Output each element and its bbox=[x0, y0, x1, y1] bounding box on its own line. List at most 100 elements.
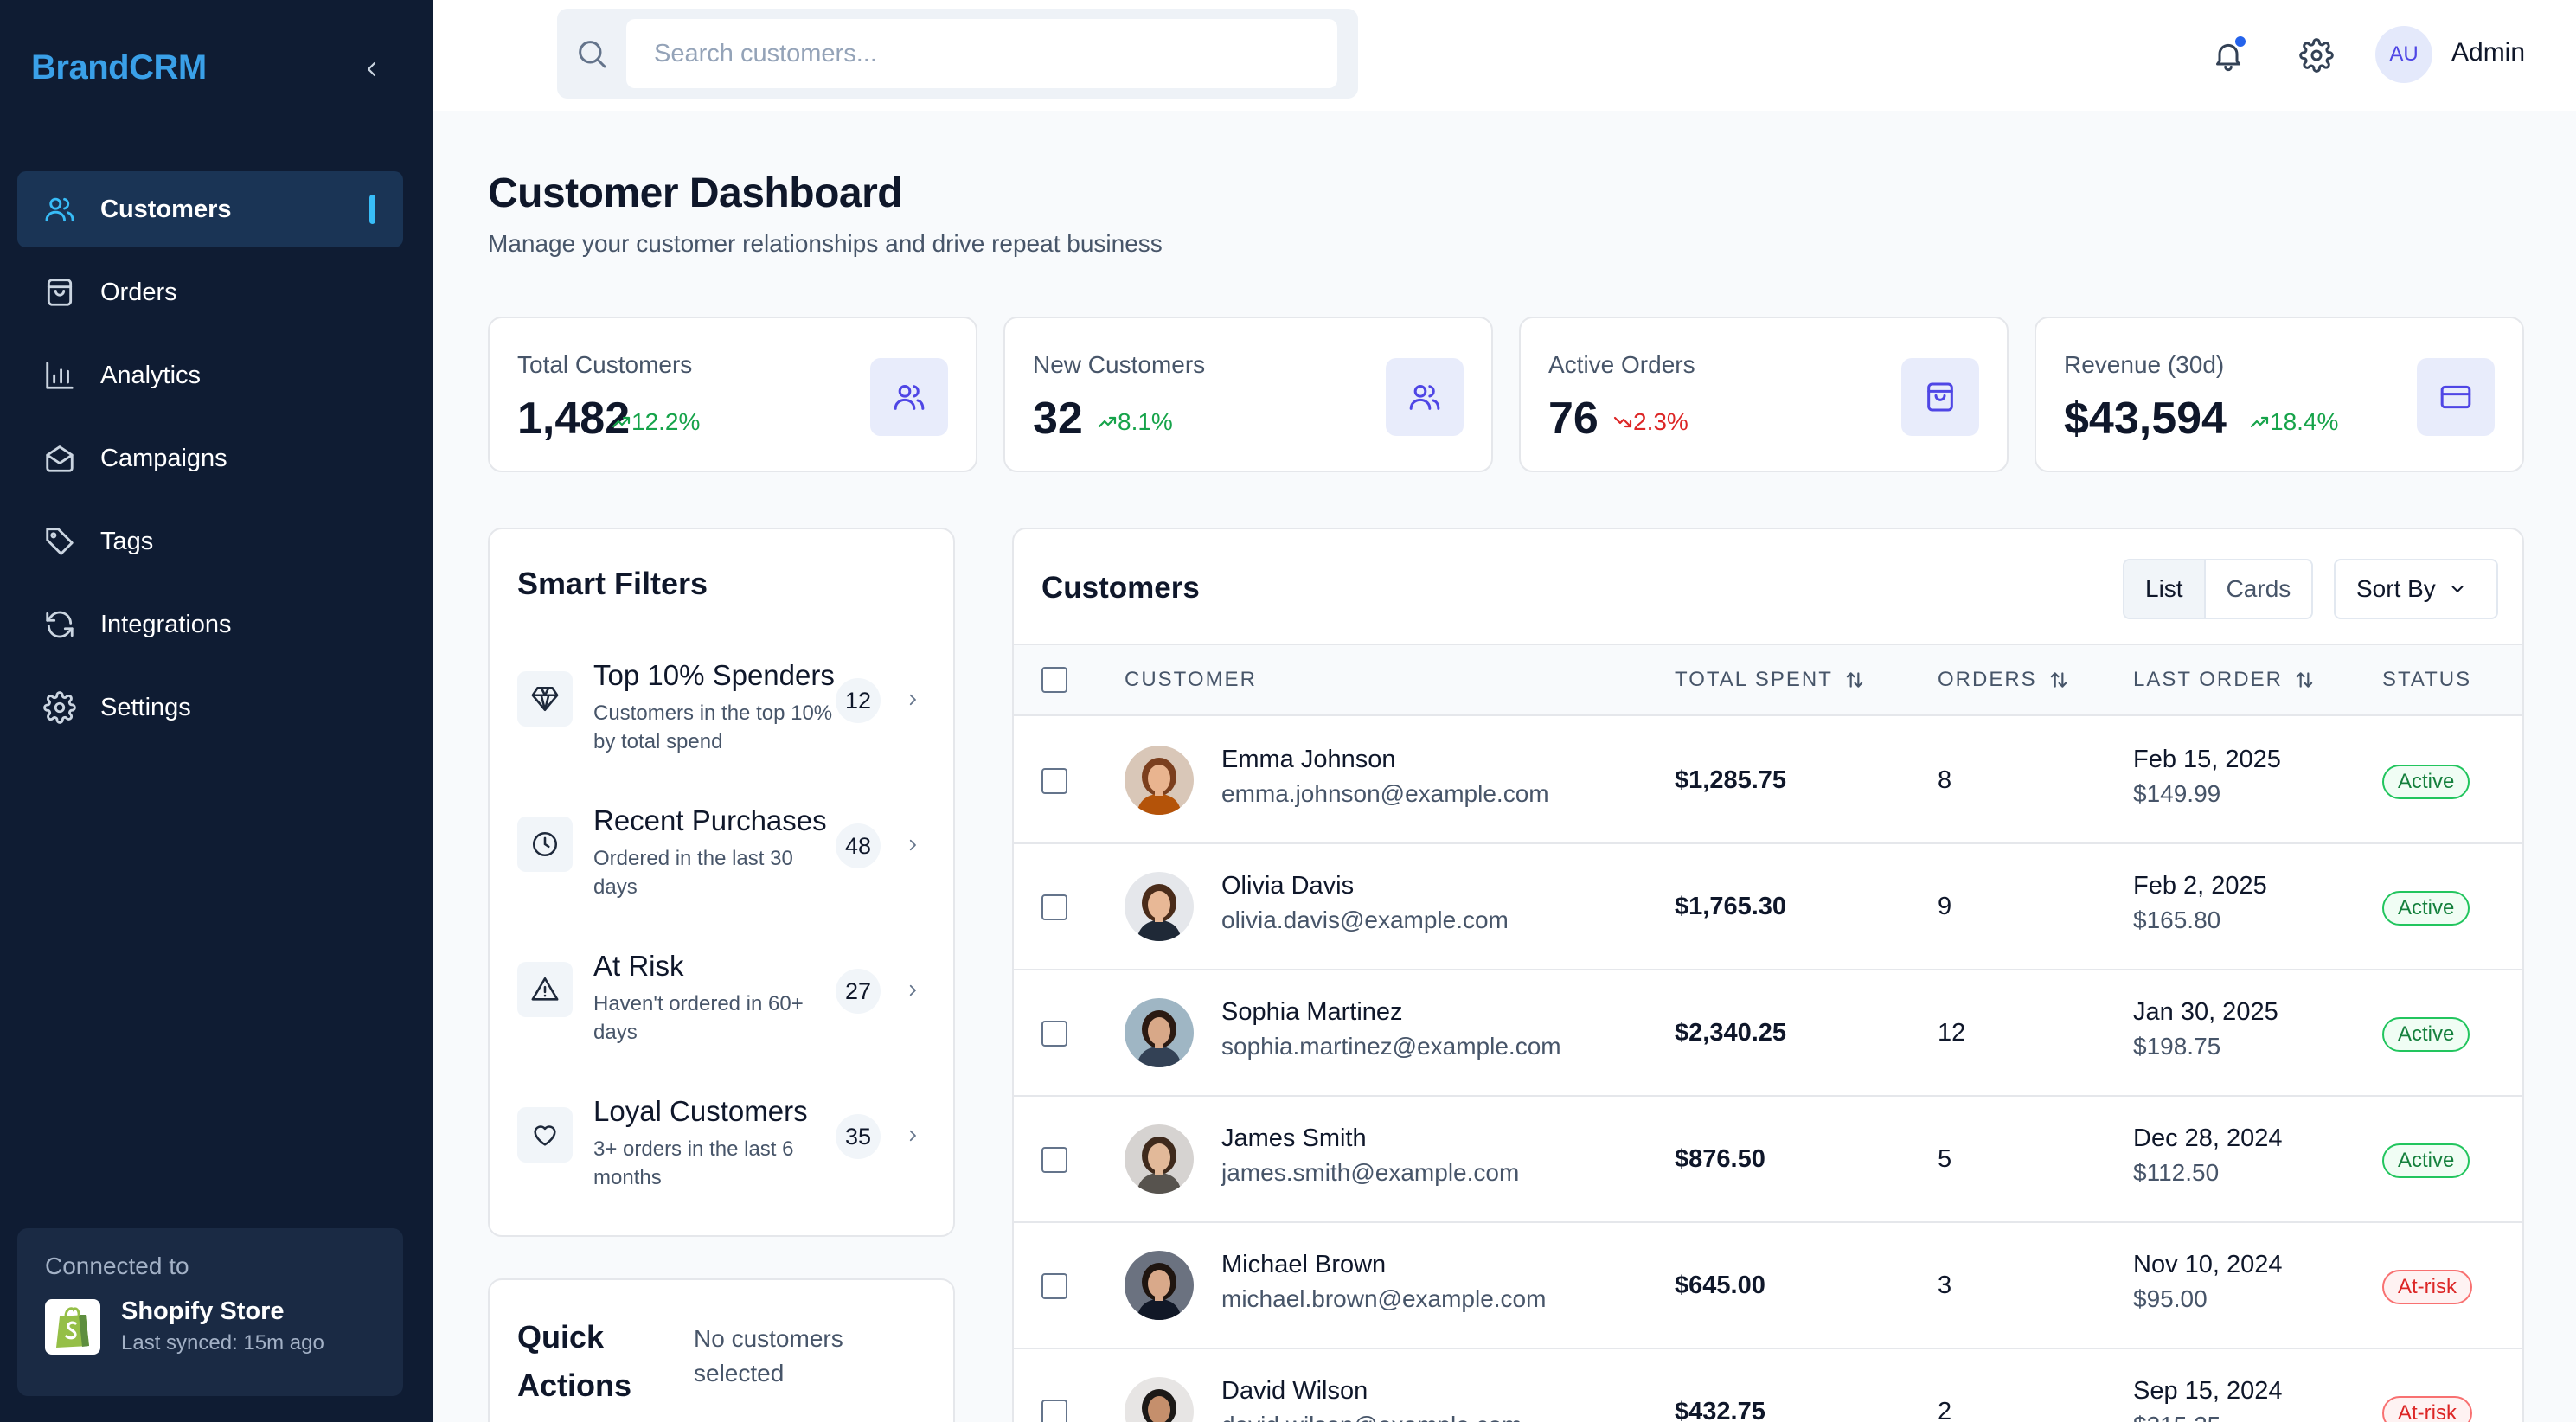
last-order-amount: $149.99 bbox=[2133, 780, 2221, 807]
customer-name[interactable]: Sophia Martinez bbox=[1221, 998, 1403, 1026]
last-order-amount: $165.80 bbox=[2133, 906, 2221, 933]
connected-label: Connected to bbox=[45, 1252, 189, 1279]
last-order-amount: $215.25 bbox=[2133, 1412, 2220, 1422]
last-order-date: Sep 15, 2024 bbox=[2133, 1377, 2283, 1405]
order-count: 8 bbox=[1938, 766, 1952, 794]
filter-at-risk[interactable]: At Risk Haven't ordered in 60+ days 27 bbox=[517, 950, 929, 1062]
last-order-amount: $95.00 bbox=[2133, 1285, 2208, 1312]
row-checkbox[interactable] bbox=[1041, 1400, 1067, 1422]
order-count: 9 bbox=[1938, 893, 1952, 920]
stat-value: 32 bbox=[1033, 394, 1083, 444]
column-header-label: TOTAL SPENT bbox=[1675, 668, 1833, 691]
search-icon bbox=[574, 36, 609, 71]
filter-top-spenders[interactable]: Top 10% Spenders Customers in the top 10… bbox=[517, 659, 929, 772]
table-row[interactable]: Emma Johnson emma.johnson@example.com $1,2… bbox=[1014, 718, 2522, 844]
column-header-label: LAST ORDER bbox=[2133, 668, 2283, 691]
customer-email: david.wilson@example.com bbox=[1221, 1412, 1522, 1422]
order-count: 5 bbox=[1938, 1145, 1952, 1173]
filter-recent-purchases[interactable]: Recent Purchases Ordered in the last 30 … bbox=[517, 804, 929, 917]
row-checkbox[interactable] bbox=[1041, 894, 1067, 920]
quick-actions-panel: Quick Actions No customers selected bbox=[488, 1278, 955, 1422]
sidebar-item-integrations[interactable]: Integrations bbox=[17, 586, 403, 663]
sidebar-item-customers[interactable]: Customers bbox=[17, 171, 403, 247]
sort-icon bbox=[2050, 672, 2067, 688]
clock-icon bbox=[517, 817, 573, 872]
sort-by-dropdown[interactable]: Sort By bbox=[2334, 559, 2498, 619]
filter-loyal-customers[interactable]: Loyal Customers 3+ orders in the last 6 … bbox=[517, 1095, 929, 1207]
sidebar-item-orders[interactable]: Orders bbox=[17, 254, 403, 330]
page-title: Customer Dashboard bbox=[488, 170, 903, 216]
quick-actions-note: No customers selected bbox=[694, 1325, 843, 1387]
stat-value: 1,482 bbox=[517, 394, 631, 444]
column-header-total-spent[interactable]: TOTAL SPENT bbox=[1675, 668, 1866, 692]
user-name[interactable]: Admin bbox=[2451, 38, 2526, 67]
stat-label: Active Orders bbox=[1548, 351, 1695, 378]
stat-change-value: 8.1% bbox=[1118, 408, 1173, 435]
customer-email: emma.johnson@example.com bbox=[1221, 780, 1549, 807]
diamond-icon bbox=[517, 671, 573, 727]
gear-icon bbox=[2299, 38, 2334, 73]
row-checkbox[interactable] bbox=[1041, 768, 1067, 794]
view-cards-button[interactable]: Cards bbox=[2203, 560, 2312, 618]
credit-card-icon bbox=[2417, 358, 2495, 436]
heart-icon bbox=[517, 1107, 573, 1163]
filter-title: Recent Purchases bbox=[593, 804, 827, 836]
column-header-last-order[interactable]: LAST ORDER bbox=[2133, 668, 2316, 692]
last-order-date: Dec 28, 2024 bbox=[2133, 1124, 2283, 1152]
stat-card-new-customers: New Customers 32 8.1% bbox=[1003, 317, 1493, 472]
stat-change-value: 12.2% bbox=[631, 408, 701, 435]
row-checkbox[interactable] bbox=[1041, 1147, 1067, 1173]
settings-button[interactable] bbox=[2294, 33, 2339, 78]
column-header-orders[interactable]: ORDERS bbox=[1938, 668, 2070, 692]
table-row[interactable]: Sophia Martinez sophia.martinez@example.c… bbox=[1014, 970, 2522, 1097]
customer-name[interactable]: James Smith bbox=[1221, 1124, 1367, 1152]
sidebar-item-label: Integrations bbox=[100, 610, 232, 638]
sidebar-item-label: Orders bbox=[100, 278, 177, 306]
row-checkbox[interactable] bbox=[1041, 1273, 1067, 1299]
chevron-right-icon bbox=[900, 685, 926, 714]
customer-name[interactable]: Michael Brown bbox=[1221, 1251, 1387, 1278]
customer-email: james.smith@example.com bbox=[1221, 1159, 1520, 1186]
last-order-date: Nov 10, 2024 bbox=[2133, 1251, 2283, 1278]
table-row[interactable]: James Smith james.smith@example.com $876.5… bbox=[1014, 1097, 2522, 1223]
column-header-label: ORDERS bbox=[1938, 668, 2037, 691]
sidebar-item-campaigns[interactable]: Campaigns bbox=[17, 420, 403, 496]
page-subtitle: Manage your customer relationships and d… bbox=[488, 230, 1163, 257]
notifications-button[interactable] bbox=[2206, 33, 2251, 78]
brand-logo[interactable]: BrandCRM bbox=[31, 48, 207, 86]
filter-description: Customers in the top 10% by total spend bbox=[593, 701, 833, 753]
sidebar-item-settings[interactable]: Settings bbox=[17, 669, 403, 746]
sidebar-item-label: Settings bbox=[100, 693, 191, 721]
row-checkbox[interactable] bbox=[1041, 1021, 1067, 1047]
customer-name[interactable]: David Wilson bbox=[1221, 1377, 1368, 1405]
table-row[interactable]: Olivia Davis olivia.davis@example.com $1,7… bbox=[1014, 844, 2522, 970]
table-row[interactable]: David Wilson david.wilson@example.com $432… bbox=[1014, 1349, 2522, 1422]
collapse-sidebar-button[interactable] bbox=[355, 52, 389, 86]
search-input[interactable] bbox=[626, 19, 1337, 88]
chevron-right-icon bbox=[900, 976, 926, 1005]
chevron-right-icon bbox=[900, 1121, 926, 1150]
notification-dot bbox=[2233, 35, 2247, 48]
status-badge: Active bbox=[2382, 1143, 2470, 1178]
status-badge: Active bbox=[2382, 765, 2470, 799]
last-synced: Last synced: 15m ago bbox=[121, 1331, 324, 1355]
sort-icon bbox=[1846, 672, 1863, 688]
sidebar-nav: Customers Orders Analytics Campaigns bbox=[17, 171, 403, 753]
connected-store-panel[interactable]: Connected to Shopify Store Last synced: … bbox=[17, 1228, 403, 1396]
sidebar-item-analytics[interactable]: Analytics bbox=[17, 337, 403, 413]
stat-change: 18.4% bbox=[2249, 408, 2338, 436]
table-row[interactable]: Michael Brown michael.brown@example.com $6… bbox=[1014, 1223, 2522, 1349]
order-count: 12 bbox=[1938, 1019, 1966, 1047]
column-header-customer: CUSTOMER bbox=[1125, 668, 1257, 691]
select-all-checkbox[interactable] bbox=[1041, 667, 1067, 693]
customer-name[interactable]: Olivia Davis bbox=[1221, 872, 1355, 900]
user-avatar[interactable]: AU bbox=[2375, 26, 2432, 83]
customer-email: olivia.davis@example.com bbox=[1221, 906, 1509, 933]
sidebar-item-tags[interactable]: Tags bbox=[17, 503, 403, 580]
status-badge: At-risk bbox=[2382, 1396, 2472, 1422]
customer-name[interactable]: Emma Johnson bbox=[1221, 746, 1396, 773]
view-list-button[interactable]: List bbox=[2124, 560, 2204, 618]
last-order-date: Feb 2, 2025 bbox=[2133, 872, 2267, 900]
last-order-amount: $198.75 bbox=[2133, 1033, 2221, 1060]
sidebar-item-label: Analytics bbox=[100, 361, 202, 389]
